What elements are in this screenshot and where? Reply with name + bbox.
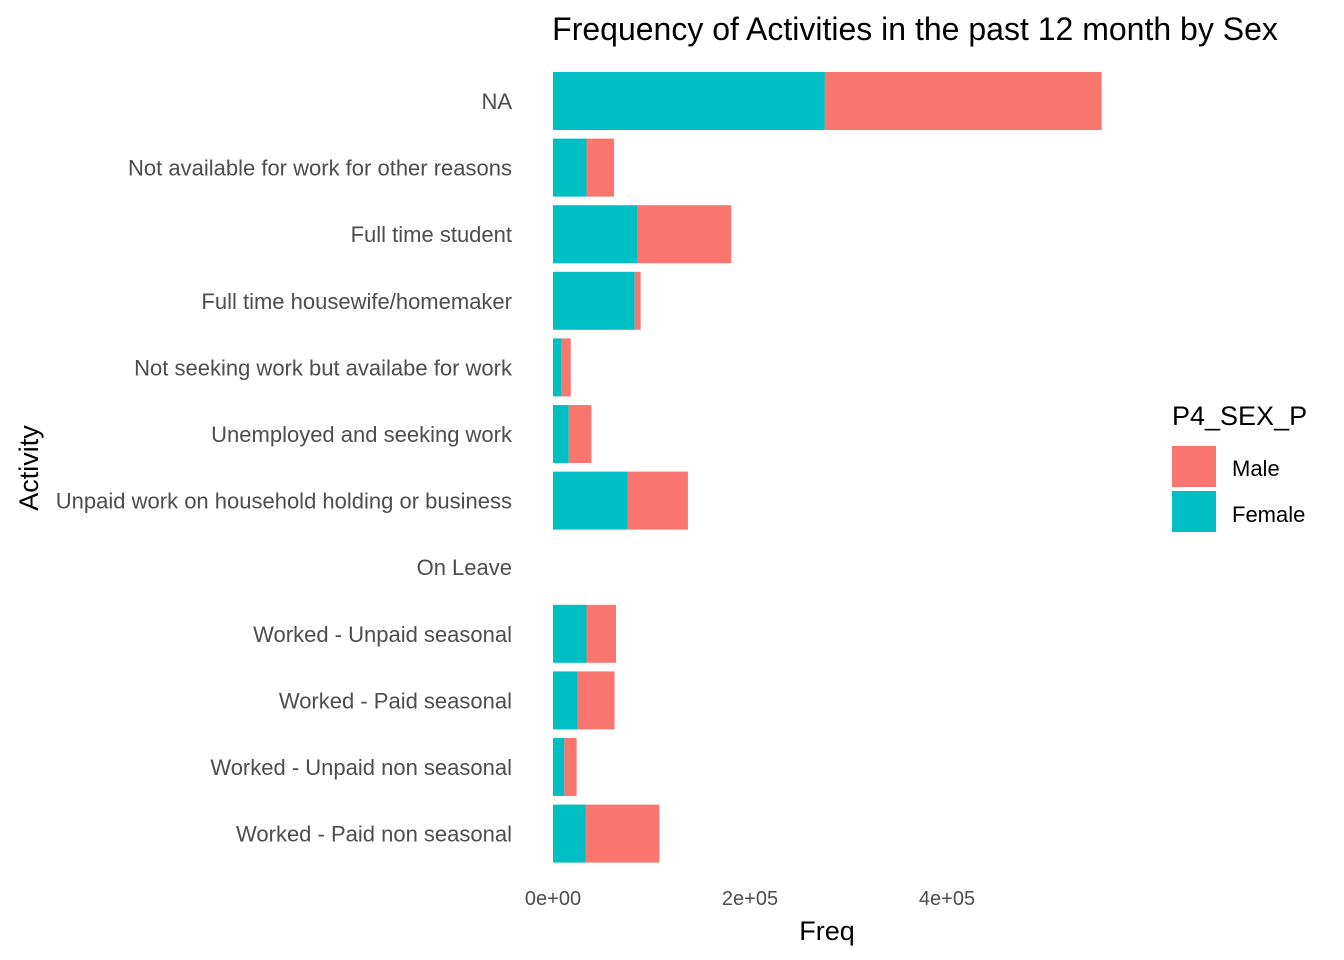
bar-male	[824, 72, 1102, 130]
category-label: Unpaid work on household holding or busi…	[56, 489, 512, 514]
category-label: Worked - Paid seasonal	[279, 688, 512, 713]
bar-female	[553, 205, 638, 264]
bar-female	[553, 804, 586, 863]
x-axis-ticks: 0e+00 2e+05 4e+05	[525, 888, 975, 910]
bar-male	[586, 604, 617, 663]
bars-layer	[553, 72, 1102, 863]
bar-male	[586, 138, 615, 197]
x-tick-label: 2e+05	[722, 888, 778, 910]
bar-male	[634, 271, 641, 330]
bar-female	[553, 405, 569, 463]
legend-swatch-male	[1172, 446, 1216, 487]
category-label: Not available for work for other reasons	[128, 156, 512, 181]
category-label: Unemployed and seeking work	[211, 422, 513, 447]
category-label: Worked - Paid non seasonal	[236, 822, 512, 847]
bar-female	[553, 671, 578, 730]
legend-swatch-female	[1172, 491, 1216, 532]
bar-male	[627, 471, 688, 530]
y-axis-title: Activity	[14, 425, 44, 511]
legend: P4_SEX_P Male Female	[1172, 401, 1307, 532]
x-tick-label: 4e+05	[919, 888, 975, 910]
category-label: Full time housewife/homemaker	[201, 289, 512, 314]
bar-female	[553, 471, 628, 530]
bar-male	[585, 804, 660, 863]
legend-label-female: Female	[1232, 502, 1305, 527]
bar-female	[553, 338, 562, 397]
bar-male	[564, 738, 577, 796]
bar-female	[553, 738, 565, 796]
x-axis-title: Freq	[799, 916, 855, 946]
bar-male	[637, 205, 732, 264]
category-label: Not seeking work but availabe for work	[134, 355, 513, 380]
category-label: Worked - Unpaid seasonal	[253, 622, 512, 647]
bar-male	[568, 405, 592, 463]
chart-title: Frequency of Activities in the past 12 m…	[552, 11, 1278, 47]
category-label: NA	[481, 89, 512, 114]
bar-female	[553, 271, 635, 330]
bar-female	[553, 604, 587, 663]
bar-female	[553, 72, 825, 130]
category-label: Full time student	[351, 222, 512, 247]
legend-title: P4_SEX_P	[1172, 401, 1307, 431]
category-labels: NA Not available for work for other reaso…	[56, 89, 513, 847]
bar-male	[561, 338, 571, 397]
x-tick-label: 0e+00	[525, 888, 581, 910]
category-label: Worked - Unpaid non seasonal	[210, 755, 512, 780]
category-label: On Leave	[417, 555, 512, 580]
bar-female	[553, 138, 587, 197]
legend-label-male: Male	[1232, 456, 1280, 481]
bar-male	[577, 671, 615, 730]
